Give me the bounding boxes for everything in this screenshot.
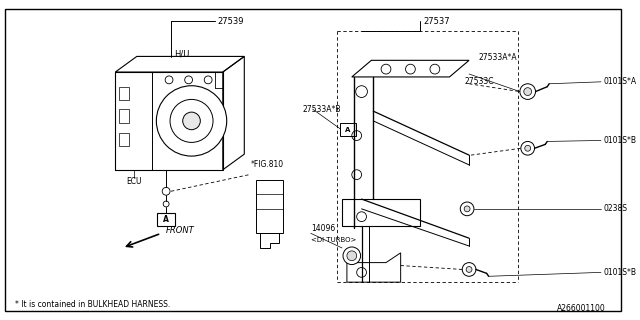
- Text: A: A: [163, 215, 169, 224]
- Circle shape: [462, 263, 476, 276]
- Bar: [342, 199, 420, 227]
- Circle shape: [185, 76, 193, 84]
- Bar: [115, 72, 152, 170]
- Circle shape: [163, 201, 169, 207]
- Text: 0101S*B: 0101S*B: [604, 268, 637, 277]
- Circle shape: [183, 112, 200, 130]
- Text: A266001100: A266001100: [557, 304, 606, 313]
- Circle shape: [524, 88, 532, 95]
- Text: 0101S*A: 0101S*A: [604, 77, 637, 86]
- Bar: [256, 180, 284, 233]
- Text: ECU: ECU: [126, 177, 141, 186]
- Text: 27533A*B: 27533A*B: [303, 105, 341, 114]
- Circle shape: [406, 64, 415, 74]
- Text: <DI TURBO>: <DI TURBO>: [311, 237, 356, 243]
- Circle shape: [352, 170, 362, 180]
- Text: 27537: 27537: [423, 17, 450, 26]
- Circle shape: [162, 188, 170, 195]
- Bar: [115, 72, 223, 170]
- Text: 27539: 27539: [217, 17, 243, 26]
- Text: * It is contained in BULKHEAD HARNESS.: * It is contained in BULKHEAD HARNESS.: [15, 300, 170, 309]
- Text: 0238S: 0238S: [604, 204, 628, 213]
- Circle shape: [430, 64, 440, 74]
- Circle shape: [356, 212, 367, 221]
- Bar: [119, 109, 129, 123]
- Text: FRONT: FRONT: [166, 226, 195, 235]
- Text: 0101S*B: 0101S*B: [604, 136, 637, 145]
- Bar: [119, 132, 129, 146]
- Circle shape: [156, 86, 227, 156]
- Circle shape: [347, 251, 356, 261]
- Circle shape: [204, 76, 212, 84]
- Circle shape: [356, 86, 367, 98]
- Text: 14096: 14096: [311, 224, 335, 233]
- Circle shape: [381, 64, 391, 74]
- Circle shape: [521, 141, 534, 155]
- Circle shape: [352, 131, 362, 140]
- Text: 27533A*A: 27533A*A: [479, 53, 518, 62]
- Text: 27533C: 27533C: [464, 77, 493, 86]
- Circle shape: [170, 100, 213, 142]
- Text: A: A: [345, 127, 351, 133]
- Text: *FIG.810: *FIG.810: [251, 160, 284, 169]
- Circle shape: [460, 202, 474, 216]
- Circle shape: [356, 268, 367, 277]
- Bar: [119, 87, 129, 100]
- Circle shape: [464, 206, 470, 212]
- Bar: [157, 213, 175, 227]
- Circle shape: [525, 145, 531, 151]
- Text: H/U: H/U: [174, 50, 189, 59]
- Circle shape: [520, 84, 536, 100]
- Bar: [340, 123, 356, 136]
- Circle shape: [466, 267, 472, 272]
- Circle shape: [343, 247, 360, 265]
- Circle shape: [165, 76, 173, 84]
